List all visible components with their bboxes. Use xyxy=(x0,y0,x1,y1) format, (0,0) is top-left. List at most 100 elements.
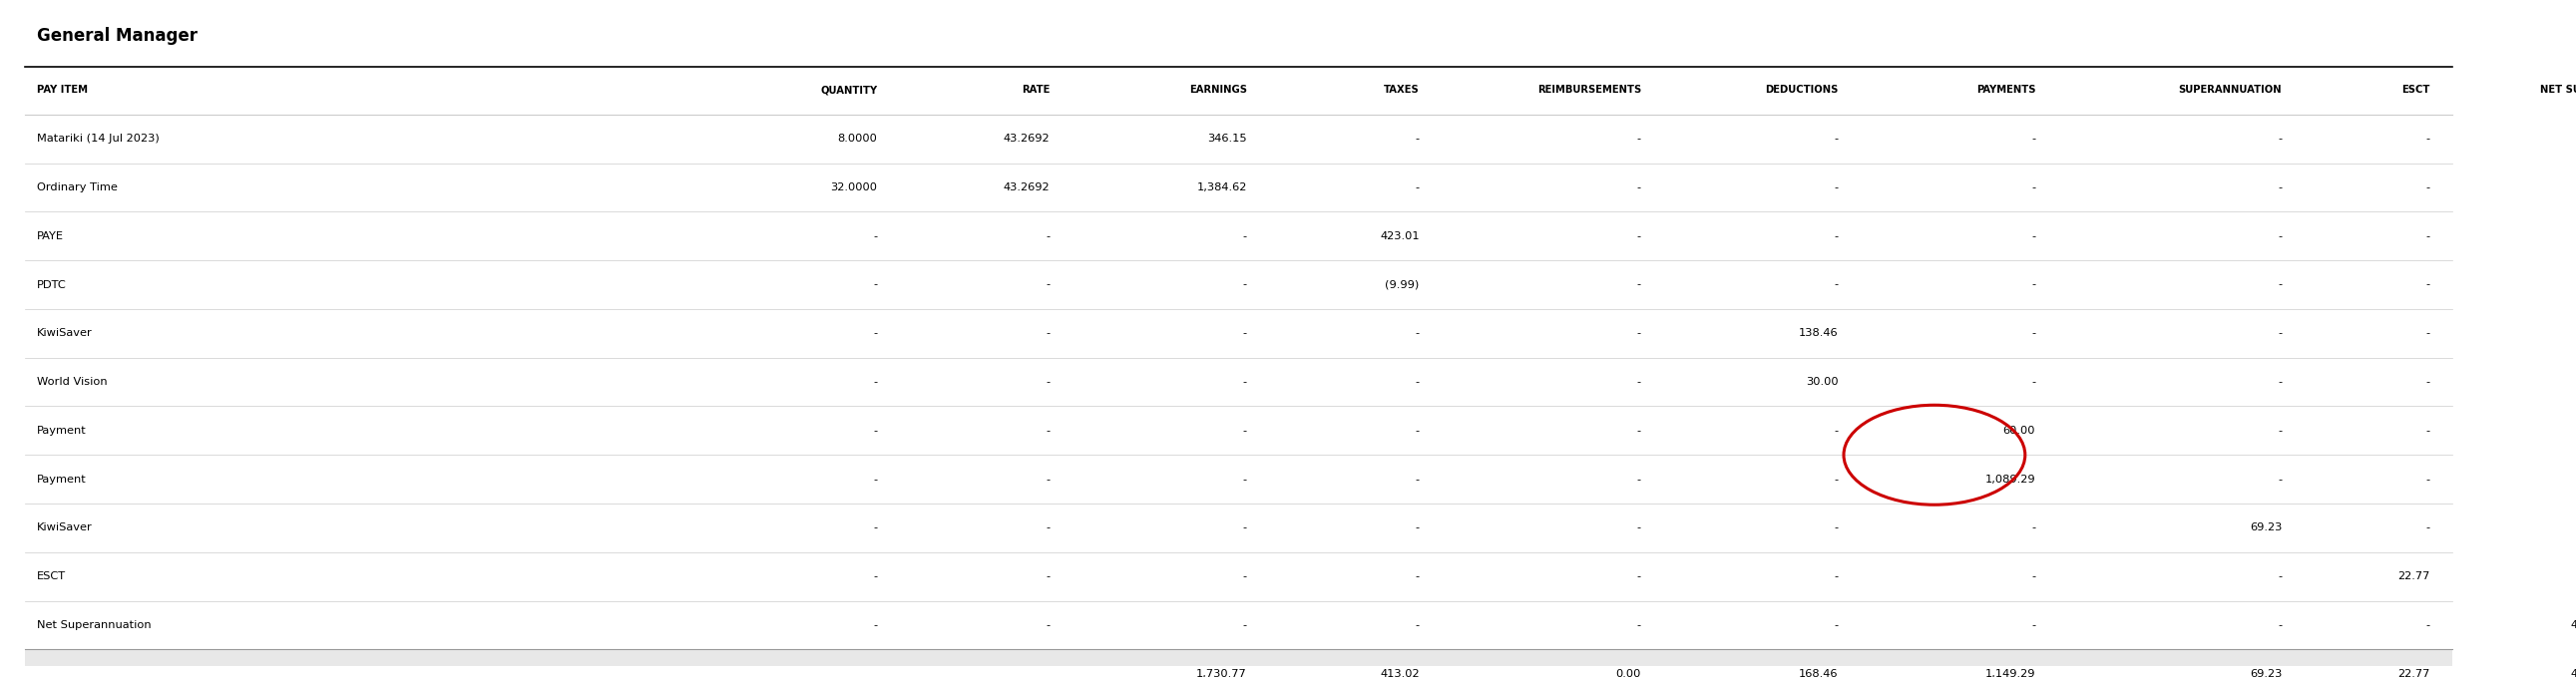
Text: -: - xyxy=(1046,474,1051,484)
Text: 60.00: 60.00 xyxy=(2004,426,2035,435)
Text: -: - xyxy=(1636,183,1641,192)
Text: -: - xyxy=(2032,134,2035,144)
Text: 168.46: 168.46 xyxy=(1798,669,1839,677)
Text: -: - xyxy=(1834,280,1839,290)
Text: -: - xyxy=(1242,280,1247,290)
Text: -: - xyxy=(2032,231,2035,241)
Text: -: - xyxy=(1242,328,1247,338)
Text: -: - xyxy=(1046,377,1051,387)
Text: RATE: RATE xyxy=(1023,85,1051,95)
Text: -: - xyxy=(1636,377,1641,387)
Text: -: - xyxy=(1834,134,1839,144)
Text: -: - xyxy=(2427,328,2429,338)
Text: World Vision: World Vision xyxy=(36,377,108,387)
Text: -: - xyxy=(1046,620,1051,630)
Text: -: - xyxy=(2427,620,2429,630)
Text: -: - xyxy=(1636,474,1641,484)
Text: -: - xyxy=(1046,523,1051,533)
Text: -: - xyxy=(1414,571,1419,582)
Text: -: - xyxy=(1046,231,1051,241)
Text: -: - xyxy=(1242,571,1247,582)
Text: 46.46: 46.46 xyxy=(2571,620,2576,630)
Text: -: - xyxy=(1242,426,1247,435)
Text: 30.00: 30.00 xyxy=(1806,377,1839,387)
Text: 413.02: 413.02 xyxy=(1381,669,1419,677)
Text: -: - xyxy=(873,328,878,338)
Text: -: - xyxy=(1242,620,1247,630)
Text: PAYE: PAYE xyxy=(36,231,64,241)
Text: PDTC: PDTC xyxy=(36,280,67,290)
Text: -: - xyxy=(873,280,878,290)
Text: Net Superannuation: Net Superannuation xyxy=(36,620,152,630)
Text: QUANTITY: QUANTITY xyxy=(819,85,878,95)
Text: -: - xyxy=(1242,523,1247,533)
Text: -: - xyxy=(2277,571,2282,582)
Text: 1,089.29: 1,089.29 xyxy=(1986,474,2035,484)
Text: -: - xyxy=(2277,134,2282,144)
Text: -: - xyxy=(1046,280,1051,290)
Bar xyxy=(26,649,2452,677)
Text: EARNINGS: EARNINGS xyxy=(1190,85,1247,95)
Text: -: - xyxy=(1414,474,1419,484)
Text: -: - xyxy=(1636,231,1641,241)
Text: Ordinary Time: Ordinary Time xyxy=(36,183,118,192)
Text: Matariki (14 Jul 2023): Matariki (14 Jul 2023) xyxy=(36,134,160,144)
Text: 8.0000: 8.0000 xyxy=(837,134,878,144)
Text: -: - xyxy=(2427,377,2429,387)
Text: 32.0000: 32.0000 xyxy=(829,183,878,192)
Text: (9.99): (9.99) xyxy=(1386,280,1419,290)
Text: -: - xyxy=(873,426,878,435)
Text: Payment: Payment xyxy=(36,474,88,484)
Text: -: - xyxy=(1636,571,1641,582)
Text: 22.77: 22.77 xyxy=(2398,669,2429,677)
Text: 346.15: 346.15 xyxy=(1208,134,1247,144)
Text: -: - xyxy=(2427,134,2429,144)
Text: -: - xyxy=(1046,328,1051,338)
Text: 22.77: 22.77 xyxy=(2398,571,2429,582)
Text: KiwiSaver: KiwiSaver xyxy=(36,328,93,338)
Text: -: - xyxy=(2032,523,2035,533)
Text: -: - xyxy=(1636,134,1641,144)
Text: KiwiSaver: KiwiSaver xyxy=(36,523,93,533)
Text: DEDUCTIONS: DEDUCTIONS xyxy=(1765,85,1839,95)
Text: -: - xyxy=(2427,280,2429,290)
Text: 69.23: 69.23 xyxy=(2249,669,2282,677)
Text: PAY ITEM: PAY ITEM xyxy=(36,85,88,95)
Text: -: - xyxy=(1046,571,1051,582)
Text: -: - xyxy=(1636,523,1641,533)
Text: 423.01: 423.01 xyxy=(1381,231,1419,241)
Text: 1,730.77: 1,730.77 xyxy=(1195,669,1247,677)
Text: -: - xyxy=(2032,377,2035,387)
Text: -: - xyxy=(1834,620,1839,630)
Text: REIMBURSEMENTS: REIMBURSEMENTS xyxy=(1538,85,1641,95)
Text: -: - xyxy=(1834,426,1839,435)
Text: -: - xyxy=(1242,231,1247,241)
Text: -: - xyxy=(1636,620,1641,630)
Text: -: - xyxy=(1636,426,1641,435)
Text: Payment: Payment xyxy=(36,426,88,435)
Text: -: - xyxy=(1414,620,1419,630)
Text: -: - xyxy=(2277,426,2282,435)
Text: -: - xyxy=(2032,620,2035,630)
Text: SUPERANNUATION: SUPERANNUATION xyxy=(2179,85,2282,95)
Text: -: - xyxy=(2277,474,2282,484)
Text: -: - xyxy=(2032,328,2035,338)
Text: 1,149.29: 1,149.29 xyxy=(1986,669,2035,677)
Text: 46.46: 46.46 xyxy=(2571,669,2576,677)
Text: -: - xyxy=(1834,231,1839,241)
Text: NET SUPER: NET SUPER xyxy=(2540,85,2576,95)
Text: TAXES: TAXES xyxy=(1383,85,1419,95)
Text: -: - xyxy=(1834,571,1839,582)
Text: -: - xyxy=(873,231,878,241)
Text: -: - xyxy=(1834,183,1839,192)
Text: -: - xyxy=(2277,620,2282,630)
Text: -: - xyxy=(2427,183,2429,192)
Text: 69.23: 69.23 xyxy=(2249,523,2282,533)
Text: -: - xyxy=(2277,183,2282,192)
Text: -: - xyxy=(2032,280,2035,290)
Text: -: - xyxy=(1414,134,1419,144)
Text: -: - xyxy=(2032,183,2035,192)
Text: -: - xyxy=(1414,377,1419,387)
Text: -: - xyxy=(2427,474,2429,484)
Text: -: - xyxy=(873,474,878,484)
